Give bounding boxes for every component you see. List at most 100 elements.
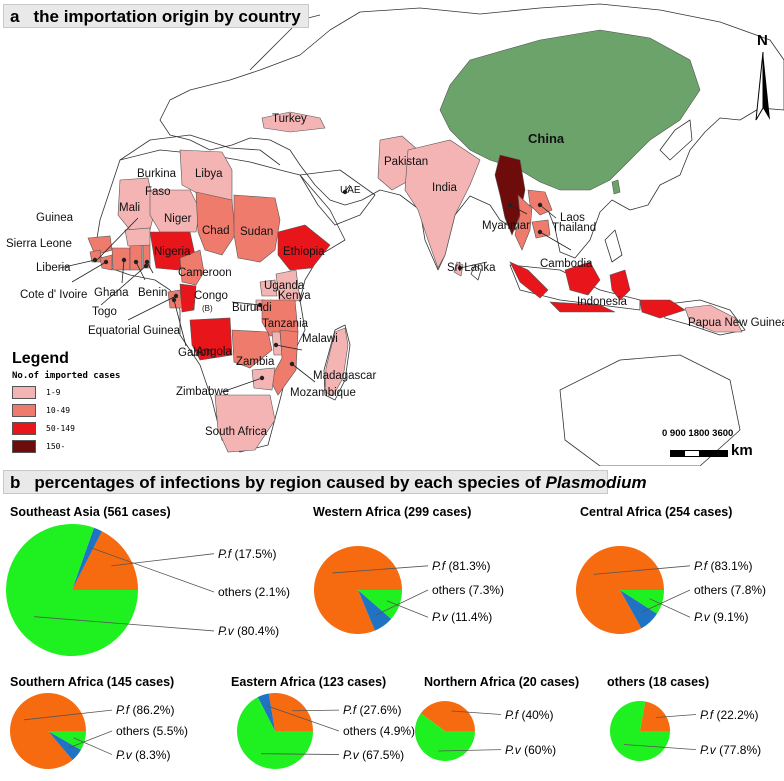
label-ethiopia: Ethiopia (283, 246, 325, 258)
pie-slice-pv (237, 697, 313, 769)
map-legend: Legend No.of imported cases 1-9 10-49 50… (12, 350, 120, 453)
label-gabon: Gabon (178, 347, 213, 359)
cote-divoire (111, 247, 131, 271)
panel-a-title-text: the importation origin by country (33, 7, 301, 26)
label-zambia: Zambia (236, 356, 275, 368)
legend-item: 10-49 (12, 404, 120, 417)
burkina-faso (124, 227, 151, 247)
kenya (275, 269, 301, 306)
pie-label-pf: P.f (27.6%) (343, 703, 402, 718)
legend-item: 1-9 (12, 386, 120, 399)
papua-new-guinea (684, 304, 743, 333)
scale-bar-graphic (670, 450, 728, 457)
south-africa (214, 394, 276, 453)
pie-label-pf: P.f (40%) (505, 707, 554, 722)
pie-label-pf: P.f (81.3%) (432, 558, 491, 573)
label-ghana: Ghana (94, 287, 129, 299)
legend-item: 50-149 (12, 422, 120, 435)
thailand (514, 194, 533, 251)
label-indonesia: Indonesia (577, 296, 627, 308)
legend-label: 50-149 (46, 424, 75, 433)
pie-title: Eastern Africa (123 cases) (231, 675, 387, 689)
pie-label-others: others (5.5%) (116, 724, 189, 738)
legend-label: 150- (46, 442, 66, 451)
chad (195, 191, 236, 256)
label-zimbabwe: Zimbabwe (176, 386, 230, 398)
turkey (261, 111, 326, 133)
laos (527, 189, 553, 216)
legend-swatch (12, 404, 36, 417)
taiwan (611, 179, 621, 195)
cambodia (531, 219, 551, 239)
pie-label-pv: P.v (11.4%) (432, 610, 493, 625)
pie-label-pf: P.f (83.1%) (694, 558, 753, 573)
label-cambodia: Cambodia (540, 258, 593, 270)
pie-label-pf: P.f (86.2%) (116, 703, 175, 718)
label-mali: Mali (119, 202, 141, 214)
africa-outline (94, 149, 346, 453)
sudan (233, 194, 281, 263)
label-sierra-leone: Sierra Leone (6, 238, 72, 250)
label-malawi: Malawi (302, 333, 338, 345)
label-guinea: Guinea (36, 212, 74, 224)
north-label: N (757, 32, 768, 49)
madagascar (324, 327, 349, 397)
label-south-africa: South Africa (205, 426, 268, 438)
pie-label-pv: P.v (60%) (505, 742, 557, 757)
panel-b-title-text: percentages of infections by region caus… (34, 473, 546, 492)
uganda (259, 279, 278, 297)
pie-label-pv: P.v (8.3%) (116, 747, 171, 762)
pie-svg (610, 701, 670, 761)
label-benin: Benin (138, 287, 168, 299)
panel-b-title: b percentages of infections by region cau… (3, 470, 647, 494)
label-kenya: Kenya (278, 290, 311, 302)
legend-swatch (12, 440, 36, 453)
pie-slice-others (48, 731, 81, 760)
label-burkina: Burkina (137, 168, 176, 180)
indonesia-borneo (564, 261, 601, 296)
ghana (129, 244, 143, 271)
label-uae: UAE (340, 185, 361, 196)
scale-bar: 0 900 1800 3600 km (662, 428, 753, 459)
label-papua-new-guinea: Papua New Guinea (688, 317, 784, 329)
legend-label: 10-49 (46, 406, 71, 415)
label-nigeria: Nigeria (154, 246, 191, 258)
scale-unit: km (731, 442, 753, 459)
label-mozambique: Mozambique (290, 387, 356, 399)
pie-label-pv: P.v (77.8%) (700, 742, 762, 757)
niger (149, 189, 201, 233)
pie-label-others: others (7.8%) (694, 583, 767, 597)
cameroon (179, 249, 205, 286)
label-cote-divoire: Cote d' Ivoire (20, 289, 88, 301)
indonesia-sulawesi (609, 269, 631, 301)
china (439, 29, 701, 191)
label-libya: Libya (195, 168, 223, 180)
ethiopia (277, 224, 331, 271)
label-liberia: Liberia (36, 262, 71, 274)
legend-subtitle: No.of imported cases (12, 371, 121, 381)
label-thailand: Thailand (552, 222, 597, 234)
pie-label-pf: P.f (17.5%) (218, 546, 277, 561)
scale-numbers: 0 900 1800 3600 (662, 428, 734, 439)
pie-title: Western Africa (299 cases) (313, 505, 472, 519)
pie-title: Central Africa (254 cases) (580, 505, 733, 519)
label-laos: Laos (560, 212, 585, 224)
pie-slice-pv (415, 713, 475, 761)
label-china: China (528, 131, 565, 146)
pie-label-pv: P.v (80.4%) (218, 623, 280, 638)
myanmar (494, 154, 526, 236)
pie-slice-others (72, 527, 102, 590)
papua (639, 299, 686, 319)
pie-slice-pf (420, 701, 475, 731)
label-chad: Chad (202, 225, 230, 237)
label-pakistan: Pakistan (384, 156, 429, 168)
panel-letter-b: b (10, 473, 21, 492)
label-uganda: Uganda (264, 280, 305, 292)
panel-a-title: a the importation origin by country (3, 4, 309, 28)
indonesia-sumatra (509, 261, 549, 299)
label-congo-b: (B) (202, 304, 213, 313)
zambia (231, 329, 273, 369)
label-tanzania: Tanzania (262, 318, 309, 330)
mozambique (269, 329, 299, 396)
pie-label-others: others (7.3%) (432, 583, 505, 597)
